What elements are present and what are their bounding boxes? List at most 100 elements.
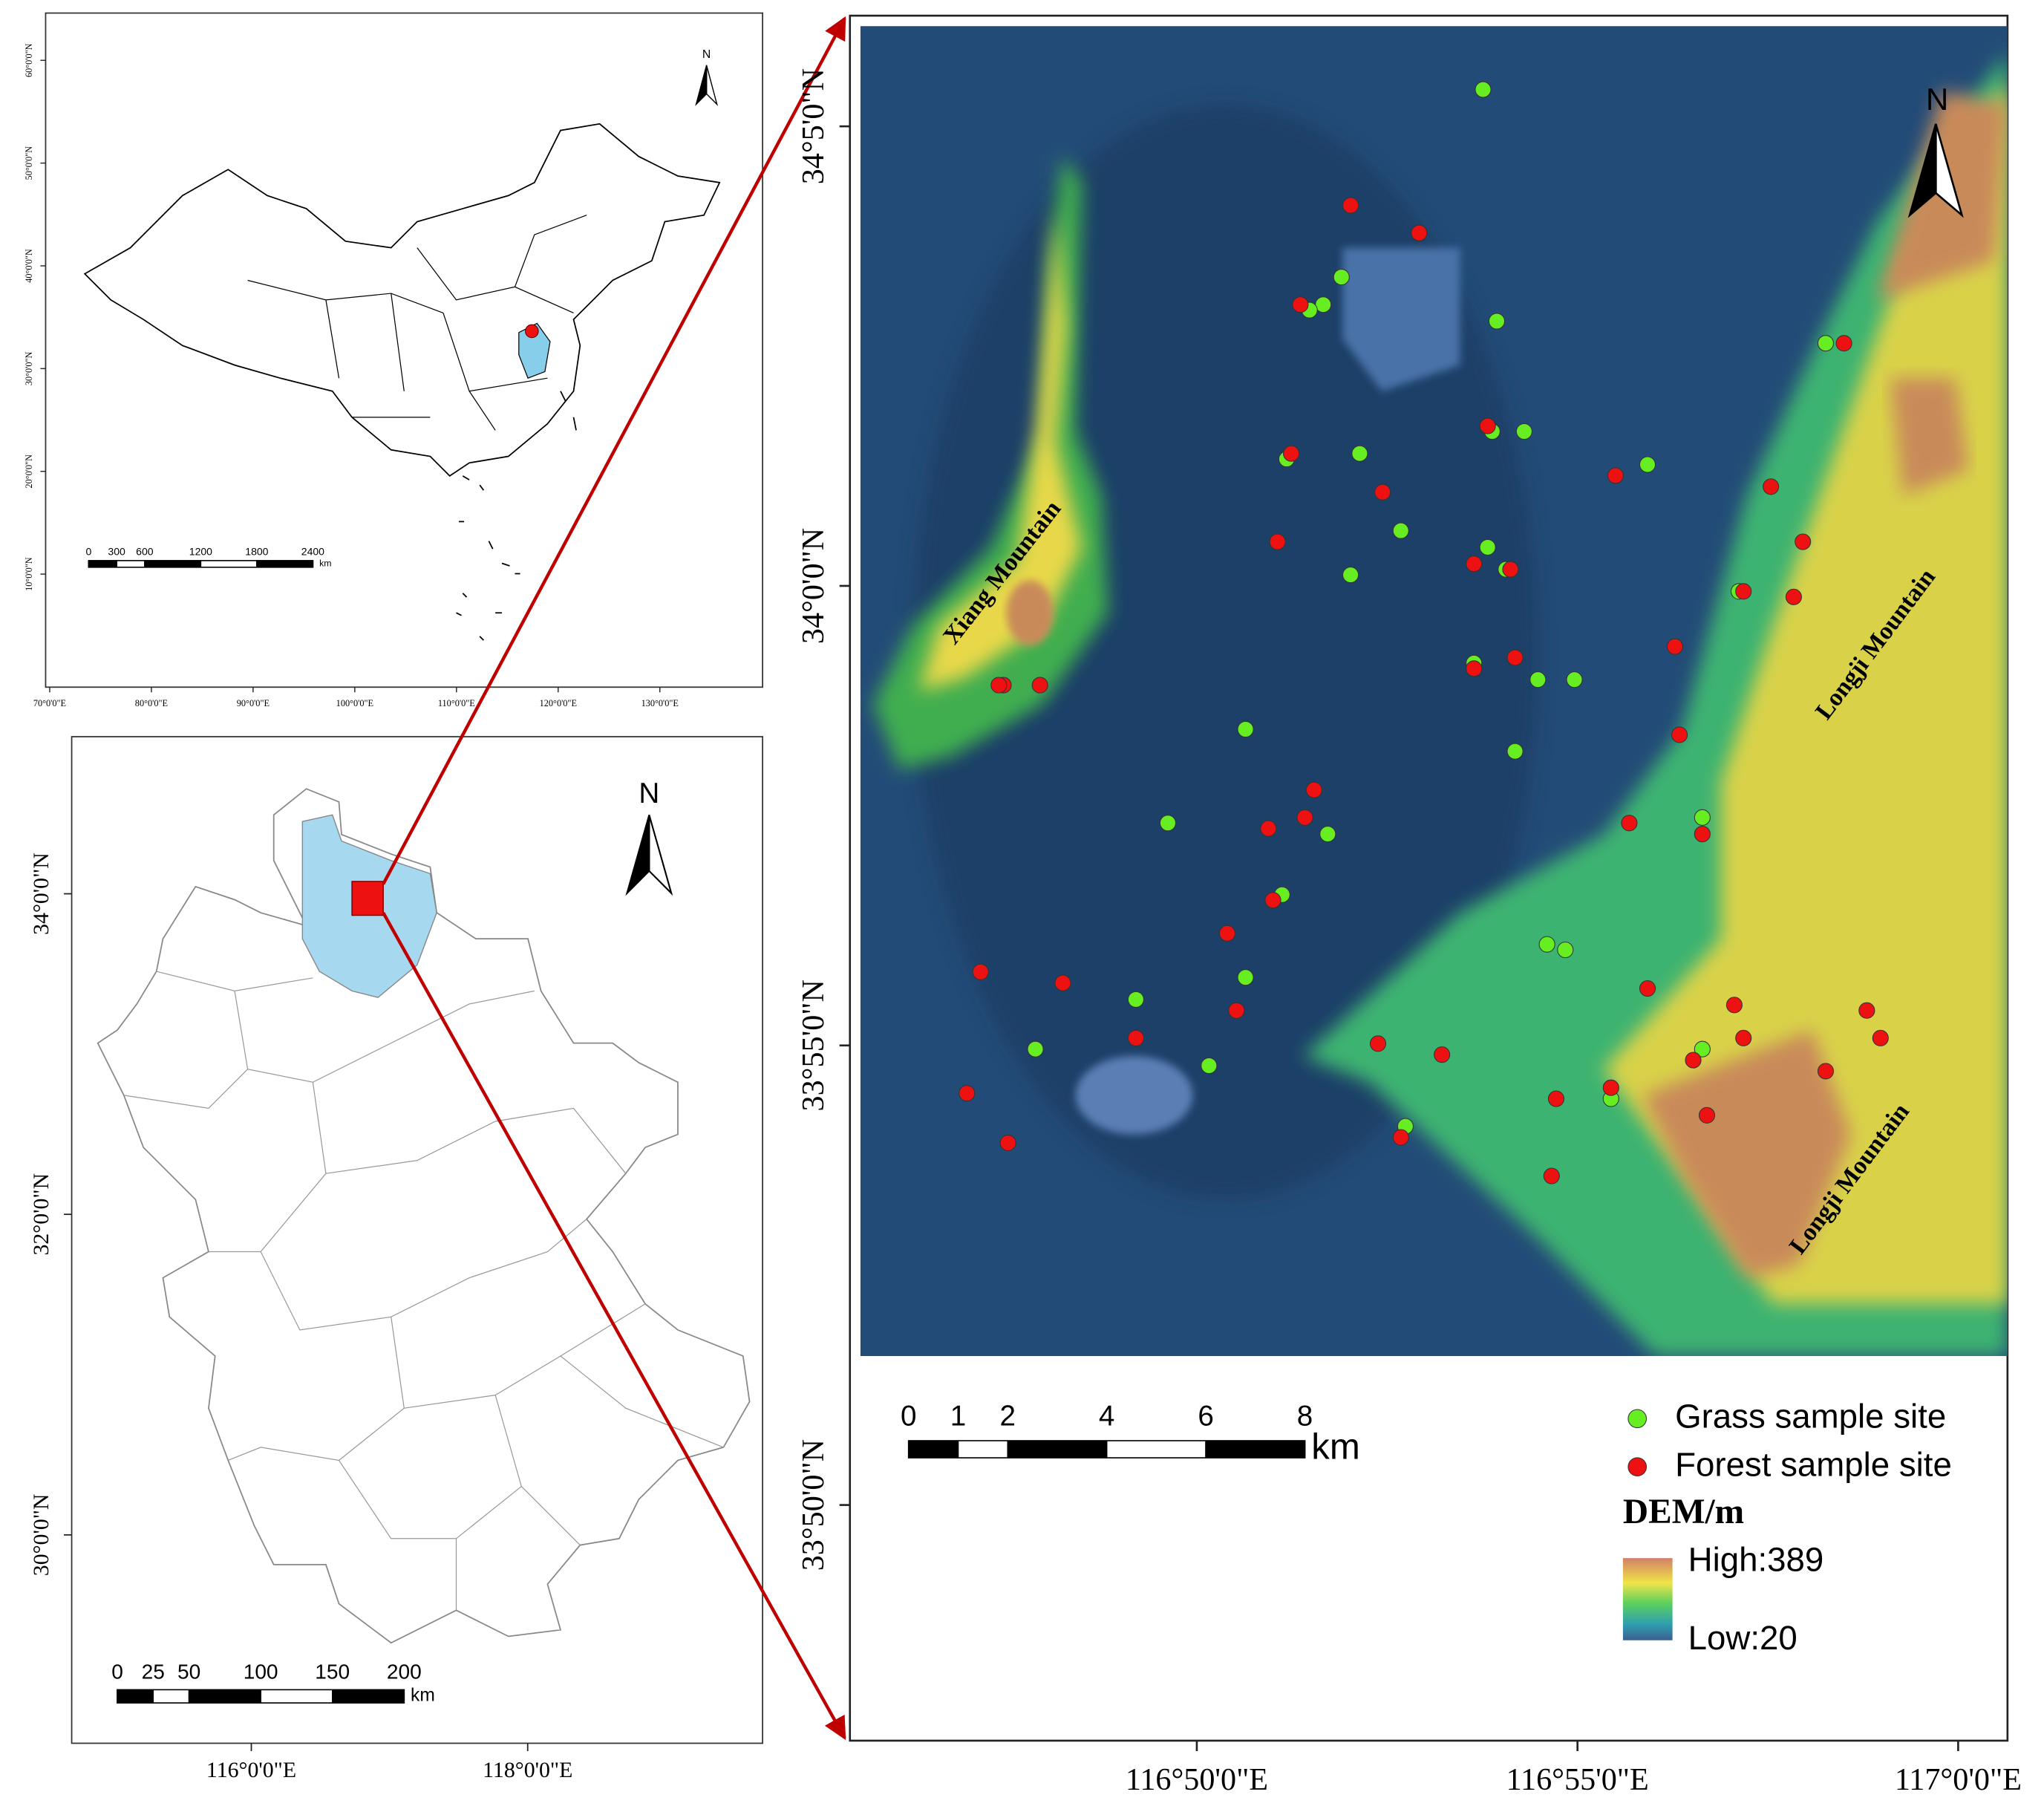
sample-site: [972, 963, 989, 980]
sample-site: [1333, 269, 1350, 286]
scale-bar-label: 600: [136, 545, 154, 557]
sample-site: [1054, 974, 1071, 991]
north-label: N: [639, 778, 659, 809]
y-tick-label: 30°0'0"N: [24, 351, 34, 385]
y-tick-label: 30°0'0"N: [29, 1494, 53, 1577]
scale-bar-segment: [116, 560, 146, 568]
china-outline: [83, 123, 721, 477]
y-tick-label: 60°0'0"N: [24, 43, 34, 77]
sample-site: [1369, 1035, 1387, 1052]
sample-site: [1466, 555, 1483, 573]
sample-site: [959, 1085, 976, 1102]
sample-site: [1296, 809, 1313, 826]
dem-low-label: Low:20: [1688, 1619, 1798, 1657]
sample-site: [1547, 1090, 1565, 1107]
scale-bar-segment: [188, 1689, 261, 1704]
y-tick-label: 40°0'0"N: [24, 249, 34, 283]
sample-site: [1292, 296, 1309, 313]
north-arrow: [625, 815, 650, 896]
sample-site: [1305, 781, 1322, 798]
y-tick-label: 32°0'0"N: [29, 1173, 53, 1256]
legend-marker: [1627, 1457, 1648, 1477]
sample-site: [1557, 941, 1574, 959]
sample-site: [1434, 1046, 1451, 1063]
y-tick-label: 34°0'0"N: [29, 853, 53, 935]
sample-site: [1342, 197, 1359, 214]
y-tick-label: 33°50'0"N: [796, 1439, 831, 1571]
dem-high-label: High:389: [1688, 1540, 1824, 1578]
sample-site: [1127, 1029, 1144, 1046]
north-label: N: [702, 48, 711, 61]
scale-bar-label: 200: [387, 1660, 422, 1683]
north-label: N: [1926, 82, 1948, 117]
sample-site: [1218, 925, 1236, 942]
x-tick-label: 117°0'0"E: [1895, 1762, 2022, 1797]
sample-site: [1260, 820, 1277, 837]
sample-site: [1283, 445, 1300, 462]
sample-site: [990, 677, 1008, 694]
y-tick-label: 33°55'0"N: [796, 980, 831, 1111]
sample-site: [1127, 991, 1144, 1008]
sample-site: [1237, 969, 1254, 986]
scale-bar-segment: [1106, 1440, 1207, 1459]
y-tick-label: 34°0'0"N: [796, 528, 831, 644]
scale-bar-segment: [256, 560, 314, 568]
scale-bar-label: 6: [1198, 1400, 1213, 1432]
sample-site: [1201, 1057, 1218, 1075]
scale-bar-label: 0: [85, 545, 91, 557]
scale-bar-label: 0: [111, 1660, 123, 1683]
scale-bar-segment: [260, 1689, 333, 1704]
anhui-highlight: [518, 322, 551, 379]
sample-site: [1725, 997, 1743, 1014]
dem-raster: [860, 26, 2008, 1356]
north-arrow: [1907, 123, 1937, 218]
x-tick-label: 116°55'0"E: [1506, 1762, 1649, 1797]
sample-site: [1506, 743, 1524, 760]
sample-site: [1475, 81, 1492, 98]
sample-site: [1735, 583, 1752, 600]
y-tick-label: 50°0'0"N: [24, 146, 34, 180]
scale-bar-label: 8: [1297, 1400, 1313, 1432]
sample-site: [1342, 567, 1359, 584]
legend-label: Grass sample site: [1675, 1397, 1946, 1435]
x-tick-label: 116°0'0"E: [206, 1758, 296, 1782]
x-tick-label: 110°0'0"E: [438, 698, 475, 708]
sample-site: [1698, 1107, 1716, 1124]
legend-label: Forest sample site: [1675, 1445, 1952, 1483]
legend-marker: [1627, 1409, 1648, 1429]
sample-site: [1529, 671, 1547, 688]
sample-site: [1237, 720, 1254, 738]
sample-site: [1479, 538, 1496, 556]
scale-bar-label: 150: [315, 1660, 350, 1683]
scale-bar-label: 4: [1099, 1400, 1114, 1432]
scale-bar-label: 1: [950, 1400, 966, 1432]
sample-site: [1538, 936, 1555, 953]
scale-bar-label: 50: [177, 1660, 200, 1683]
sample-site: [999, 1134, 1016, 1152]
sample-site: [1785, 588, 1802, 605]
sample-site: [1858, 1002, 1875, 1019]
sample-site: [1694, 809, 1711, 826]
sample-site: [1639, 980, 1656, 997]
sample-site: [1694, 1040, 1711, 1057]
sample-site: [1228, 1002, 1245, 1019]
y-tick-label: 10°0'0"N: [24, 557, 34, 591]
study-area-dot: [525, 324, 539, 339]
anhui-counties: [123, 971, 724, 1611]
sample-site: [1351, 445, 1368, 462]
scale-bar-label: 2400: [301, 545, 324, 557]
scale-bar-segment: [88, 560, 117, 568]
study-area-box: [351, 881, 384, 916]
scale-bar-label: 1200: [189, 545, 212, 557]
sample-site: [1817, 335, 1835, 352]
sample-site: [1621, 815, 1638, 832]
connector-arrow: [382, 16, 846, 885]
sample-site: [1027, 1040, 1044, 1057]
sample-site: [1411, 224, 1428, 241]
x-tick-label: 116°50'0"E: [1126, 1762, 1268, 1797]
sample-site: [1374, 483, 1391, 501]
sample-site: [1872, 1029, 1889, 1046]
scale-bar-unit: km: [411, 1686, 435, 1706]
